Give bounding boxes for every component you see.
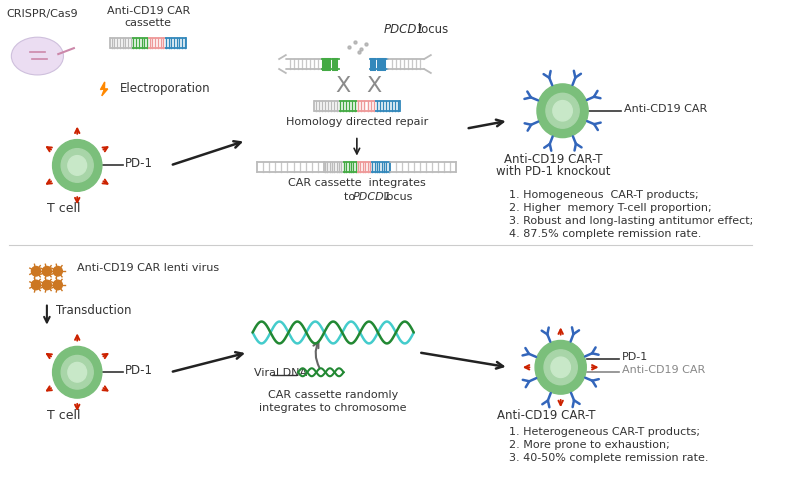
Circle shape bbox=[53, 346, 102, 398]
Text: with PD-1 knockout: with PD-1 knockout bbox=[496, 166, 610, 178]
Circle shape bbox=[54, 266, 62, 276]
Text: 1. Heterogeneous CAR-T products;: 1. Heterogeneous CAR-T products; bbox=[509, 427, 699, 437]
Circle shape bbox=[42, 280, 51, 290]
Text: locus: locus bbox=[414, 23, 448, 36]
Ellipse shape bbox=[11, 37, 63, 75]
Text: X: X bbox=[366, 76, 382, 96]
Circle shape bbox=[546, 94, 579, 128]
Text: Anti-CD19 CAR-T: Anti-CD19 CAR-T bbox=[504, 152, 602, 166]
Circle shape bbox=[553, 100, 572, 121]
Polygon shape bbox=[101, 82, 108, 96]
Text: integrates to chromosome: integrates to chromosome bbox=[259, 403, 407, 413]
Text: 3. Robust and long-lasting antitumor effect;: 3. Robust and long-lasting antitumor eff… bbox=[509, 216, 753, 226]
Text: PD-1: PD-1 bbox=[622, 353, 649, 362]
Circle shape bbox=[31, 266, 41, 276]
Text: to: to bbox=[343, 192, 358, 202]
Text: T cell: T cell bbox=[47, 409, 81, 422]
Text: Anti-CD19 CAR: Anti-CD19 CAR bbox=[624, 104, 707, 114]
Text: Homology directed repair: Homology directed repair bbox=[286, 117, 428, 127]
Circle shape bbox=[31, 280, 41, 290]
Text: T cell: T cell bbox=[47, 202, 81, 215]
Circle shape bbox=[53, 140, 102, 191]
Circle shape bbox=[68, 362, 86, 382]
Text: Anti-CD19 CAR
cassette: Anti-CD19 CAR cassette bbox=[106, 6, 190, 28]
Circle shape bbox=[54, 280, 62, 290]
Text: 1. Homogeneous  CAR-T products;: 1. Homogeneous CAR-T products; bbox=[509, 190, 698, 200]
Text: PDCD1: PDCD1 bbox=[353, 192, 392, 202]
Circle shape bbox=[62, 356, 94, 389]
Text: CAR cassette  integrates: CAR cassette integrates bbox=[288, 178, 426, 188]
Text: 4. 87.5% complete remission rate.: 4. 87.5% complete remission rate. bbox=[509, 229, 701, 239]
Text: 2. More prone to exhaustion;: 2. More prone to exhaustion; bbox=[509, 440, 670, 450]
Text: X: X bbox=[335, 76, 350, 96]
Text: Transduction: Transduction bbox=[56, 304, 132, 317]
Text: Viral DNA: Viral DNA bbox=[254, 368, 308, 378]
Text: PDCD1: PDCD1 bbox=[383, 23, 424, 36]
Text: Anti-CD19 CAR-T: Anti-CD19 CAR-T bbox=[498, 409, 596, 422]
Text: Electroporation: Electroporation bbox=[120, 82, 210, 95]
Circle shape bbox=[42, 266, 51, 276]
Text: CRISPR/Cas9: CRISPR/Cas9 bbox=[6, 9, 78, 19]
Circle shape bbox=[551, 357, 570, 377]
Text: locus: locus bbox=[380, 192, 412, 202]
Text: 3. 40-50% complete remission rate.: 3. 40-50% complete remission rate. bbox=[509, 453, 708, 463]
Text: PD-1: PD-1 bbox=[125, 364, 153, 377]
Text: Anti-CD19 CAR: Anti-CD19 CAR bbox=[622, 365, 706, 375]
Circle shape bbox=[62, 149, 94, 182]
Text: CAR cassette randomly: CAR cassette randomly bbox=[268, 390, 398, 400]
Circle shape bbox=[535, 340, 586, 394]
Circle shape bbox=[544, 350, 578, 385]
Circle shape bbox=[68, 156, 86, 175]
Text: 2. Higher  memory T-cell proportion;: 2. Higher memory T-cell proportion; bbox=[509, 203, 711, 213]
Circle shape bbox=[537, 84, 588, 138]
Text: Anti-CD19 CAR lenti virus: Anti-CD19 CAR lenti virus bbox=[78, 263, 219, 273]
Text: PD-1: PD-1 bbox=[125, 157, 153, 170]
